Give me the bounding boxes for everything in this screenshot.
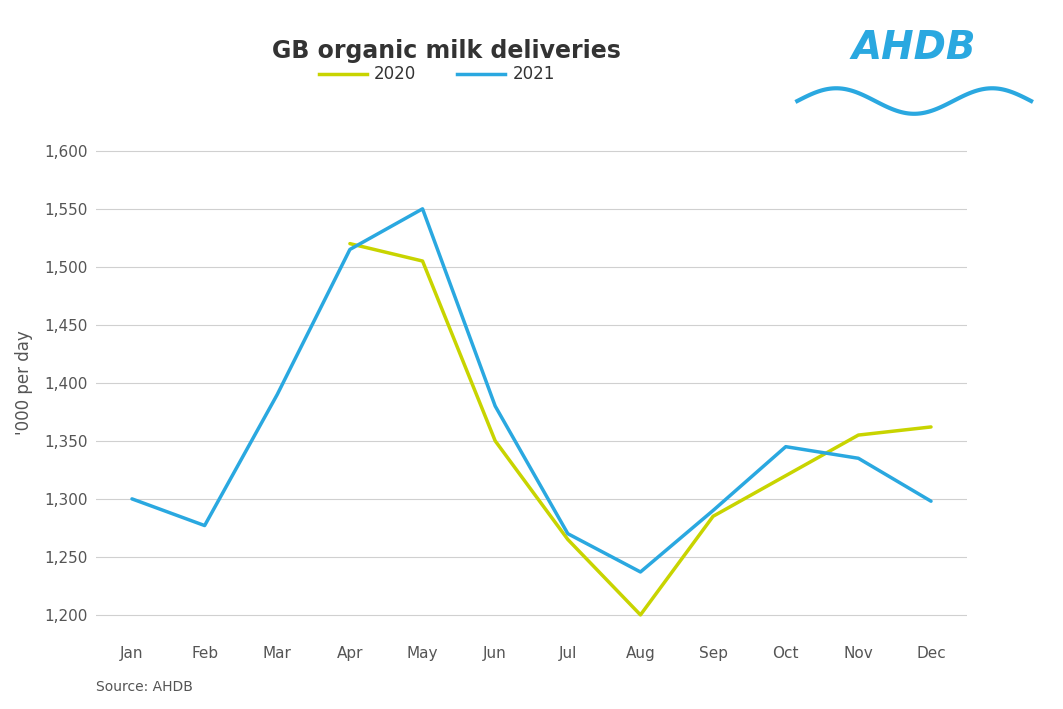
2021	[779, 442, 792, 451]
Y-axis label: '000 per day: '000 per day	[15, 330, 33, 435]
2020	[343, 240, 356, 248]
2021	[925, 497, 938, 506]
2020	[561, 535, 574, 544]
Text: GB organic milk deliveries: GB organic milk deliveries	[272, 39, 621, 63]
2021	[271, 390, 284, 398]
2021	[416, 205, 428, 213]
2020	[634, 610, 646, 619]
Text: 2021: 2021	[512, 65, 555, 84]
2020	[416, 257, 428, 265]
Text: AHDB: AHDB	[851, 29, 977, 67]
2021	[489, 402, 502, 411]
2020	[925, 423, 938, 431]
2020	[779, 471, 792, 480]
2020	[707, 512, 720, 520]
2021	[707, 506, 720, 515]
2021	[198, 521, 210, 530]
2021	[634, 568, 646, 576]
2020	[489, 437, 502, 445]
2021	[343, 245, 356, 254]
2021	[561, 530, 574, 538]
Text: 2020: 2020	[374, 65, 417, 84]
2021	[125, 495, 138, 503]
2020	[853, 431, 865, 440]
Text: Source: AHDB: Source: AHDB	[96, 680, 192, 694]
Line: 2021: 2021	[132, 209, 931, 572]
Line: 2020: 2020	[350, 244, 931, 615]
2021	[853, 454, 865, 462]
